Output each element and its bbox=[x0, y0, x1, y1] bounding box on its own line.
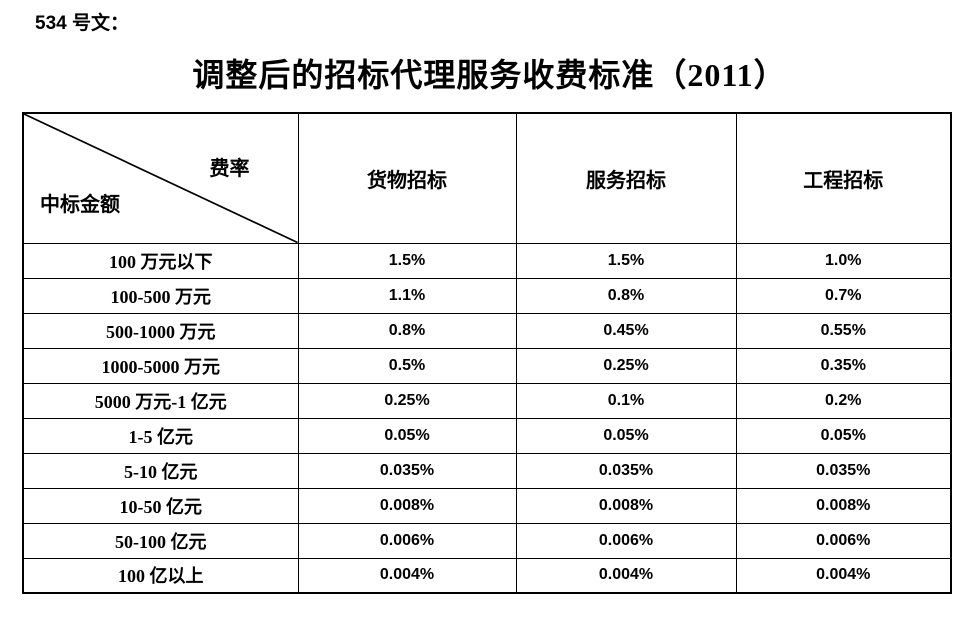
rate-cell: 0.006% bbox=[297, 522, 517, 559]
rate-cell: 0.8% bbox=[297, 312, 517, 349]
amount-range-cell: 1-5 亿元 bbox=[22, 417, 299, 454]
page-title: 调整后的招标代理服务收费标准（2011） bbox=[192, 57, 787, 93]
amount-range-cell: 500-1000 万元 bbox=[22, 312, 299, 349]
table-row: 500-1000 万元 0.8% 0.45% 0.55% bbox=[22, 312, 952, 349]
diagonal-divider-line bbox=[24, 114, 298, 243]
rate-cell: 0.006% bbox=[735, 522, 952, 559]
rate-cell: 1.5% bbox=[515, 242, 737, 279]
table-row: 100 亿以上 0.004% 0.004% 0.004% bbox=[22, 557, 952, 594]
amount-range-cell: 100 万元以下 bbox=[22, 242, 299, 279]
rate-cell: 0.035% bbox=[735, 452, 952, 489]
rate-cell: 1.5% bbox=[297, 242, 517, 279]
rate-cell: 0.1% bbox=[515, 382, 737, 419]
corner-label-rate: 费率 bbox=[209, 158, 250, 180]
column-header-engineering: 工程招标 bbox=[735, 112, 952, 244]
amount-range-cell: 100-500 万元 bbox=[22, 277, 299, 314]
rate-cell: 0.25% bbox=[515, 347, 737, 384]
rate-cell: 0.035% bbox=[297, 452, 517, 489]
rate-cell: 0.35% bbox=[735, 347, 952, 384]
fee-rate-table: 费率 中标金额 货物招标 服务招标 工程招标 100 万元以下 1.5% 1.5… bbox=[22, 112, 952, 594]
doc-number-label: 534 号文： bbox=[35, 13, 129, 34]
amount-range-cell: 50-100 亿元 bbox=[22, 522, 299, 559]
rate-cell: 0.7% bbox=[735, 277, 952, 314]
table-row: 50-100 亿元 0.006% 0.006% 0.006% bbox=[22, 522, 952, 559]
amount-range-cell: 100 亿以上 bbox=[22, 557, 299, 594]
rate-cell: 0.006% bbox=[515, 522, 737, 559]
header-row: 费率 中标金额 货物招标 服务招标 工程招标 bbox=[22, 112, 952, 244]
table-row: 5-10 亿元 0.035% 0.035% 0.035% bbox=[22, 452, 952, 489]
amount-range-cell: 10-50 亿元 bbox=[22, 487, 299, 524]
rate-cell: 1.0% bbox=[735, 242, 952, 279]
rate-cell: 0.05% bbox=[515, 417, 737, 454]
rate-cell: 1.1% bbox=[297, 277, 517, 314]
corner-header-cell: 费率 中标金额 bbox=[22, 112, 299, 244]
rate-cell: 0.008% bbox=[515, 487, 737, 524]
rate-cell: 0.25% bbox=[297, 382, 517, 419]
rate-cell: 0.004% bbox=[735, 557, 952, 594]
rate-cell: 0.008% bbox=[297, 487, 517, 524]
rate-cell: 0.035% bbox=[515, 452, 737, 489]
rate-cell: 0.05% bbox=[735, 417, 952, 454]
column-header-services: 服务招标 bbox=[515, 112, 737, 244]
rate-cell: 0.004% bbox=[515, 557, 737, 594]
amount-range-cell: 1000-5000 万元 bbox=[22, 347, 299, 384]
table-row: 10-50 亿元 0.008% 0.008% 0.008% bbox=[22, 487, 952, 524]
amount-range-cell: 5-10 亿元 bbox=[22, 452, 299, 489]
table-row: 100-500 万元 1.1% 0.8% 0.7% bbox=[22, 277, 952, 314]
rate-cell: 0.2% bbox=[735, 382, 952, 419]
amount-range-cell: 5000 万元-1 亿元 bbox=[22, 382, 299, 419]
rate-cell: 0.55% bbox=[735, 312, 952, 349]
corner-label-amount: 中标金额 bbox=[40, 194, 120, 216]
rate-cell: 0.8% bbox=[515, 277, 737, 314]
table-body: 100 万元以下 1.5% 1.5% 1.0% 100-500 万元 1.1% … bbox=[22, 242, 952, 594]
rate-cell: 0.004% bbox=[297, 557, 517, 594]
table-row: 1000-5000 万元 0.5% 0.25% 0.35% bbox=[22, 347, 952, 384]
rate-cell: 0.5% bbox=[297, 347, 517, 384]
table-row: 5000 万元-1 亿元 0.25% 0.1% 0.2% bbox=[22, 382, 952, 419]
rate-cell: 0.008% bbox=[735, 487, 952, 524]
table-header: 费率 中标金额 货物招标 服务招标 工程招标 bbox=[22, 112, 952, 244]
column-header-goods: 货物招标 bbox=[297, 112, 517, 244]
rate-cell: 0.45% bbox=[515, 312, 737, 349]
table-row: 100 万元以下 1.5% 1.5% 1.0% bbox=[22, 242, 952, 279]
rate-cell: 0.05% bbox=[297, 417, 517, 454]
table-row: 1-5 亿元 0.05% 0.05% 0.05% bbox=[22, 417, 952, 454]
